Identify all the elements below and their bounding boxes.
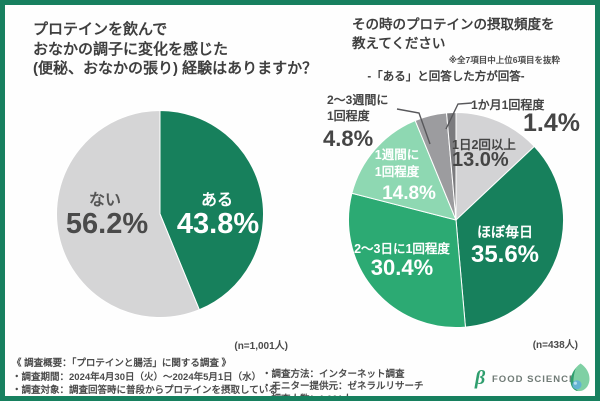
pie-slice-value: 14.8% (382, 183, 436, 204)
right-question-title: その時のプロテインの摂取頻度を 教えてください (352, 15, 555, 53)
pie-slice-value: 30.4% (370, 255, 434, 280)
pie-slice-value: 35.6% (470, 241, 540, 268)
pie-slice-label: 2〜3日に1回程度 (354, 242, 450, 256)
pie-slice-value: 43.8% (176, 208, 260, 240)
pie-slice-label: 1か月1回程度 (471, 98, 545, 112)
survey-monitor-line: ・モニター提供元：ゼネラルリサーチ (262, 381, 424, 392)
leaf-icon (570, 363, 590, 392)
excerpt-note: ※全7項目中上位6項目を抜粋 (448, 55, 560, 65)
pie-slice-label: 2〜3週間に 1回程度 (327, 93, 389, 123)
pie-slice-label: ほぼ毎日 (477, 224, 533, 240)
pie-slice-value: 4.8% (323, 126, 374, 151)
pie-slice (56, 110, 200, 318)
title-line: おなかの調子に変化を感じた (33, 40, 229, 58)
survey-method-line: ・調査方法：インターネット調査 (262, 368, 405, 380)
survey-count-line: ・調査人数：1,001人 (262, 393, 353, 401)
pie-slice-label: 1日2回以上 (452, 138, 516, 152)
title-line: プロテインを飲んで (33, 21, 168, 38)
survey-target-line2: 20代〜60代の男女であると回答したモニター (58, 395, 250, 397)
pie-slice (455, 145, 564, 328)
sample-size-left: (n=1,001人) (234, 341, 288, 352)
title-line: (便秘、おなかの張り) 経験はありますか？ (33, 60, 318, 77)
title-line: 教えてください (352, 36, 446, 51)
survey-title-line: 《 調査概要：「プロテインと腸活」に関する調査 》 (12, 358, 232, 369)
pie-slice (159, 110, 264, 311)
respondent-subtitle: -「ある」と回答した方が回答- (367, 71, 525, 83)
sample-size-right: (n=438人) (532, 340, 578, 351)
pie-slice-label: 1週間に 1回程度 (374, 148, 420, 179)
survey-target-line: ・調査対象：調査回答時に普段からプロテインを摂取している (12, 385, 278, 396)
pie-slice-value: 56.2% (65, 208, 149, 240)
pie-slice (348, 192, 466, 328)
left-question-title: プロテインを飲んで おなかの調子に変化を感じた (便秘、おなかの張り) 経験はあ… (33, 20, 317, 79)
pie-slice-label: ない (88, 192, 121, 209)
pie-chart-frequency (348, 112, 564, 328)
logo-beta: β (475, 367, 486, 389)
survey-period-line: ・調査期間：2024年4月30日（火）〜2024年5月1日（水） (12, 371, 262, 383)
pie-slice-label: ある (200, 192, 233, 209)
logo-text: FOOD SCIENCE (492, 374, 577, 385)
pie-slice-value: 1.4% (523, 109, 580, 137)
pie-slice-value: 13.0% (452, 149, 509, 171)
pie-chart-experience (56, 110, 264, 318)
food-science-logo: β FOOD SCIENCE (475, 363, 590, 396)
title-line: その時のプロテインの摂取頻度を (352, 17, 555, 32)
